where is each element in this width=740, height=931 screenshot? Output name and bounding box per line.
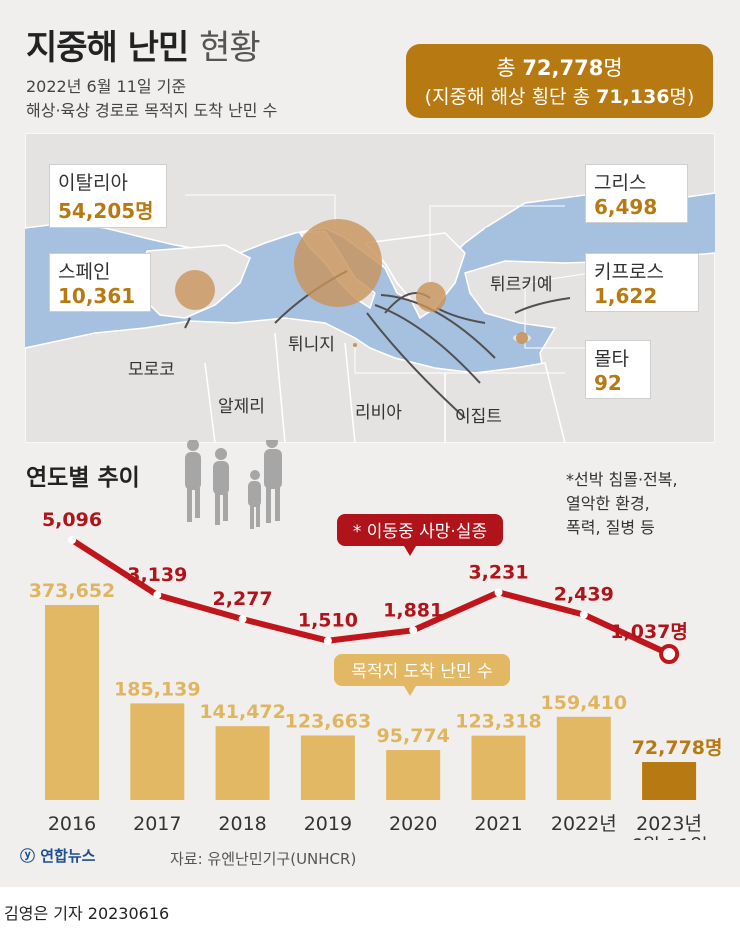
source-text: 자료: 유엔난민기구(UNHCR) <box>170 850 357 868</box>
bar-0 <box>45 605 99 800</box>
subtitle-desc: 해상·육상 경로로 목적지 도착 난민 수 <box>26 101 278 120</box>
x-tick-1: 2017 <box>133 813 181 835</box>
country-borders <box>204 332 446 443</box>
label-cyprus: 키프로스 1,622 <box>585 253 699 312</box>
bar-5 <box>471 735 526 800</box>
death-label-4: 1,881 <box>383 599 443 621</box>
refugee-silhouette-icon <box>185 440 282 529</box>
credit-text: 김영은 기자 20230616 <box>4 904 170 923</box>
death-label-6: 2,439 <box>554 584 614 606</box>
bar-label-5: 123,318 <box>455 711 542 733</box>
bar-label-1: 185,139 <box>114 678 201 700</box>
label-spain: 스페인 10,361 <box>49 253 151 312</box>
death-badge-text: * 이동중 사망·실종 <box>353 522 487 542</box>
arrival-badge-text: 목적지 도착 난민 수 <box>351 662 492 682</box>
total-line1: 총 72,778명 <box>496 56 623 80</box>
logo-yonhap: ⓨ 연합뉴스 <box>20 847 96 865</box>
death-point-3 <box>323 636 332 645</box>
x-tick-3: 2019 <box>304 813 352 835</box>
place-turkey: 튀르키예 <box>490 275 553 295</box>
bar-3 <box>300 735 355 800</box>
bar-label-3: 123,663 <box>285 710 372 732</box>
bar-label-2: 141,472 <box>199 701 286 723</box>
death-point-1 <box>153 590 162 599</box>
title-light: 현황 <box>199 28 261 68</box>
death-point-2 <box>238 615 247 624</box>
death-label-1: 3,139 <box>127 564 187 586</box>
death-badge: * 이동중 사망·실종 <box>337 514 503 556</box>
total-box: 총 72,778명 (지중해 해상 횡단 총 71,136명) <box>406 44 713 118</box>
label-greece: 그리스 6,498 <box>585 164 688 223</box>
death-point-6 <box>579 610 588 619</box>
spain-bubble <box>175 270 215 310</box>
bar-2 <box>215 726 270 800</box>
x-tick-6: 2022년 <box>551 813 617 835</box>
death-point-4 <box>409 626 418 635</box>
trend-title: 연도별 추이 <box>26 465 140 491</box>
bar-6 <box>556 716 611 800</box>
bar-label-0: 373,652 <box>29 580 116 602</box>
note: *선박 침몰·전복, 열악한 환경, 폭력, 질병 등 <box>566 470 678 537</box>
page-title: 지중해 난민 현황 <box>26 20 261 69</box>
label-italy: 이탈리아 54,205명 <box>49 164 167 228</box>
bar-7 <box>642 762 697 800</box>
bar-4 <box>386 750 441 800</box>
black-sea <box>485 211 615 258</box>
death-point-5 <box>494 588 503 597</box>
x-tick-0: 2016 <box>48 813 96 835</box>
arrival-badge: 목적지 도착 난민 수 <box>334 654 510 696</box>
subtitle-date: 2022년 6월 11일 기준 <box>26 77 187 96</box>
total-line2: (지중해 해상 횡단 총 71,136명) <box>424 86 695 108</box>
x-tick-7: 2023년 <box>636 813 702 835</box>
death-label-5: 3,231 <box>468 561 528 583</box>
bar-label-7: 72,778명 <box>632 737 723 759</box>
cyprus-bubble <box>516 332 528 344</box>
sea-total-value: 71,136 <box>596 86 670 108</box>
italy-bubble <box>294 219 382 307</box>
death-label-3: 1,510 <box>298 610 358 632</box>
x-tick-5: 2021 <box>474 813 522 835</box>
title-bold: 지중해 난민 <box>26 28 189 68</box>
trend-chart: 373,652 185,139141,472123,66395,774123,31… <box>29 440 723 840</box>
place-libya: 리비아 <box>355 403 402 423</box>
death-point-7 <box>659 644 680 664</box>
death-label-7: 1,037명 <box>610 621 688 643</box>
death-label-2: 2,277 <box>213 588 273 610</box>
bar-label-6: 159,410 <box>541 692 628 714</box>
bar-label-4: 95,774 <box>377 725 450 747</box>
greece-bubble <box>416 282 446 312</box>
place-tunisia: 튀니지 <box>288 335 335 355</box>
label-malta: 몰타 92 <box>585 340 651 399</box>
bar-1 <box>130 703 185 800</box>
death-point-0 <box>68 536 76 544</box>
x-tick-4: 2020 <box>389 813 437 835</box>
total-value: 72,778 <box>522 56 604 80</box>
malta-bubble <box>353 343 357 347</box>
place-egypt: 이집트 <box>455 407 502 427</box>
death-series-line <box>70 537 671 657</box>
place-algeria: 알제리 <box>218 397 265 417</box>
x-tick-2: 2018 <box>218 813 266 835</box>
place-morocco: 모로코 <box>128 360 175 380</box>
north-africa-land <box>25 317 566 443</box>
x-tick-7-line2: 6월 11일 <box>630 835 707 840</box>
death-label-0: 5,096 <box>42 509 102 531</box>
